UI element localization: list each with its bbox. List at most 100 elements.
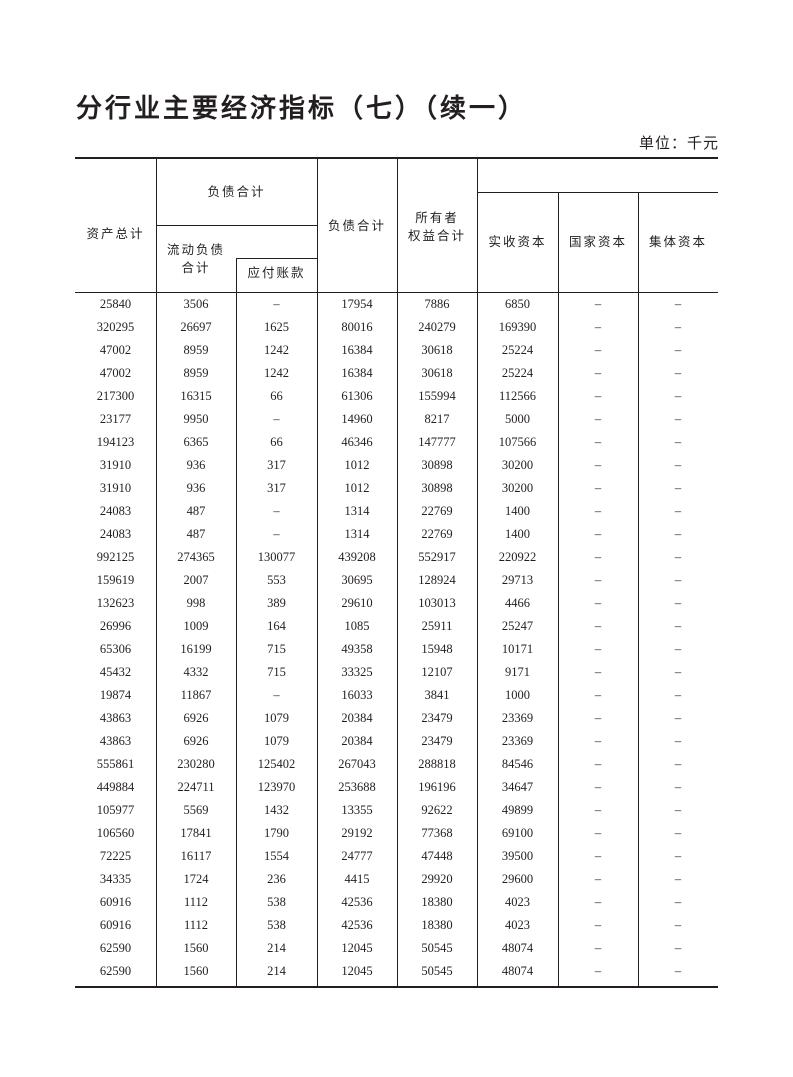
table-cell: 26697: [180, 320, 212, 334]
table-cell: 449884: [96, 780, 135, 794]
table-cell: 230280: [177, 757, 215, 771]
table-row: 105977 5569 1432 13355 92622 49899 – –: [75, 799, 718, 822]
table-cell: 39500: [501, 849, 534, 863]
table-cell: 439208: [338, 550, 376, 564]
table-cell: 1554: [264, 849, 289, 863]
table-cell: 66: [270, 389, 283, 403]
table-cell: 47448: [421, 849, 453, 863]
table-row: 24083 487 – 1314 22769 1400 – –: [75, 500, 718, 523]
table-cell: 30898: [421, 481, 453, 495]
table-cell: 5000: [505, 412, 530, 426]
table-cell: –: [674, 550, 682, 564]
table-row: 320295 26697 1625 80016 240279 169390 – –: [75, 316, 718, 339]
table-cell: 4023: [505, 895, 530, 909]
table-cell: 48074: [501, 964, 534, 978]
table-row: 992125 274365 130077 439208 552917 220922 – –: [75, 546, 718, 569]
table-cell: –: [674, 665, 682, 679]
table-cell: 6926: [183, 711, 209, 725]
table-cell: 43863: [99, 711, 132, 725]
table-cell: –: [674, 389, 682, 403]
table-body: 25840 3506 – 17954 7886 6850 – – 320295 26697 1625…: [75, 293, 718, 988]
table-cell: –: [594, 320, 602, 334]
table-cell: –: [674, 504, 682, 518]
divider: [558, 192, 559, 292]
table-cell: 47002: [99, 366, 132, 380]
table-cell: 103013: [418, 596, 456, 610]
table-cell: 48074: [501, 941, 534, 955]
table-cell: 23479: [421, 734, 453, 748]
table-cell: 14960: [341, 412, 373, 426]
table-cell: 29192: [341, 826, 373, 840]
table-cell: –: [594, 688, 602, 702]
table-cell: 60916: [99, 918, 132, 932]
table-cell: 105977: [96, 803, 135, 817]
table-cell: 3506: [183, 297, 209, 311]
table-cell: –: [594, 964, 602, 978]
table-cell: 288818: [418, 757, 456, 771]
table-cell: –: [674, 412, 682, 426]
table-cell: 47002: [99, 343, 132, 357]
table-cell: 147777: [418, 435, 456, 449]
table-cell: 16033: [341, 688, 373, 702]
table-cell: 8959: [183, 343, 209, 357]
table-cell: 538: [267, 895, 286, 909]
table-cell: 112566: [498, 389, 537, 403]
table-cell: 214: [267, 941, 286, 955]
table-cell: –: [594, 619, 602, 633]
table-cell: 320295: [96, 320, 135, 334]
table-row: 24083 487 – 1314 22769 1400 – –: [75, 523, 718, 546]
table-cell: 31910: [99, 481, 132, 495]
table-cell: –: [674, 619, 682, 633]
table-cell: 169390: [498, 320, 537, 334]
table-cell: 1009: [183, 619, 209, 633]
table-cell: 487: [186, 527, 206, 541]
table-cell: 29920: [421, 872, 453, 886]
table-cell: 66: [270, 435, 283, 449]
divider: [397, 159, 398, 292]
table-cell: 1314: [344, 504, 370, 518]
unit-label: 单位：千元: [638, 134, 719, 152]
table-cell: 1314: [344, 527, 370, 541]
table-cell: 214: [267, 964, 286, 978]
header-line: 所有者: [415, 210, 459, 225]
table-cell: –: [273, 527, 280, 541]
table-row: 47002 8959 1242 16384 30618 25224 – –: [75, 339, 718, 362]
table-cell: 31910: [99, 458, 132, 472]
table-cell: 29610: [341, 596, 373, 610]
table-cell: –: [674, 688, 682, 702]
table-cell: 6850: [505, 297, 530, 311]
table-cell: 12107: [421, 665, 453, 679]
table-cell: –: [674, 573, 682, 587]
divider: [236, 293, 237, 986]
table-cell: 224711: [177, 780, 215, 794]
table-row: 19874 11867 – 16033 3841 1000 – –: [75, 684, 718, 707]
table-cell: 16384: [341, 366, 373, 380]
table-cell: 25247: [501, 619, 534, 633]
table-cell: –: [594, 412, 602, 426]
table-cell: –: [594, 826, 602, 840]
table-cell: 30200: [501, 481, 534, 495]
table-cell: 12045: [341, 941, 373, 955]
page-title: 分行业主要经济指标（七）（续一）: [76, 94, 528, 124]
table-cell: 389: [267, 596, 286, 610]
table-cell: 13355: [341, 803, 373, 817]
table-cell: 6926: [183, 734, 209, 748]
table-cell: –: [594, 458, 602, 472]
table-cell: 42536: [341, 918, 373, 932]
table-row: 60916 1112 538 42536 18380 4023 – –: [75, 891, 718, 914]
table-cell: 72225: [99, 849, 132, 863]
table-cell: –: [674, 918, 682, 932]
table-row: 43863 6926 1079 20384 23479 23369 – –: [75, 707, 718, 730]
table-row: 31910 936 317 1012 30898 30200 – –: [75, 477, 718, 500]
table-cell: 2007: [183, 573, 209, 587]
table-cell: 4415: [344, 872, 370, 886]
table-cell: 19874: [99, 688, 132, 702]
table-cell: 42536: [341, 895, 373, 909]
table-cell: 538: [267, 918, 286, 932]
table-row: 60916 1112 538 42536 18380 4023 – –: [75, 914, 718, 937]
table-cell: 30695: [341, 573, 373, 587]
table-cell: –: [674, 734, 682, 748]
divider: [638, 293, 639, 986]
table-cell: 25840: [99, 297, 132, 311]
table-cell: 5569: [183, 803, 209, 817]
